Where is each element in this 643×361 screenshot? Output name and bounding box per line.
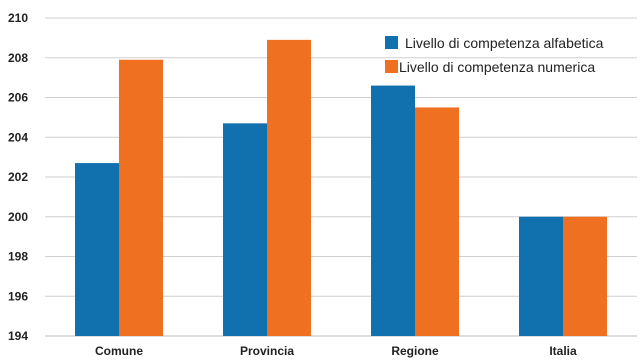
x-axis: Comune Provincia Regione Italia xyxy=(95,344,577,358)
legend-swatch xyxy=(385,36,398,49)
y-tick-label: 204 xyxy=(8,130,28,144)
y-tick-label: 196 xyxy=(8,289,28,303)
bar-comune-series-2 xyxy=(119,59,163,337)
y-tick-label: 206 xyxy=(8,91,28,105)
x-tick-label: Italia xyxy=(549,344,577,358)
x-tick-label: Provincia xyxy=(240,344,294,358)
legend-label: Livello di competenza numerica xyxy=(399,59,595,75)
bars xyxy=(75,39,607,337)
bar-regione-series-2 xyxy=(415,107,459,336)
y-axis: 194 196 198 200 202 204 206 208 210 xyxy=(8,11,28,343)
y-tick-label: 202 xyxy=(8,170,28,184)
bar-regione-series-1 xyxy=(371,85,415,336)
legend: Livello di competenza alfabetica Livello … xyxy=(385,35,604,75)
legend-label: Livello di competenza alfabetica xyxy=(405,35,604,51)
y-tick-label: 210 xyxy=(8,11,28,25)
legend-swatch xyxy=(385,60,398,73)
y-tick-label: 198 xyxy=(8,250,28,264)
bar-italia-series-2 xyxy=(563,216,607,336)
x-tick-label: Regione xyxy=(391,344,439,358)
x-tick-label: Comune xyxy=(95,344,143,358)
bar-comune-series-1 xyxy=(75,163,119,336)
bar-provincia-series-2 xyxy=(267,39,311,337)
bar-provincia-series-1 xyxy=(223,123,267,337)
y-tick-label: 200 xyxy=(8,210,28,224)
y-tick-label: 194 xyxy=(8,329,28,343)
bar-italia-series-1 xyxy=(519,216,563,336)
y-tick-label: 208 xyxy=(8,51,28,65)
